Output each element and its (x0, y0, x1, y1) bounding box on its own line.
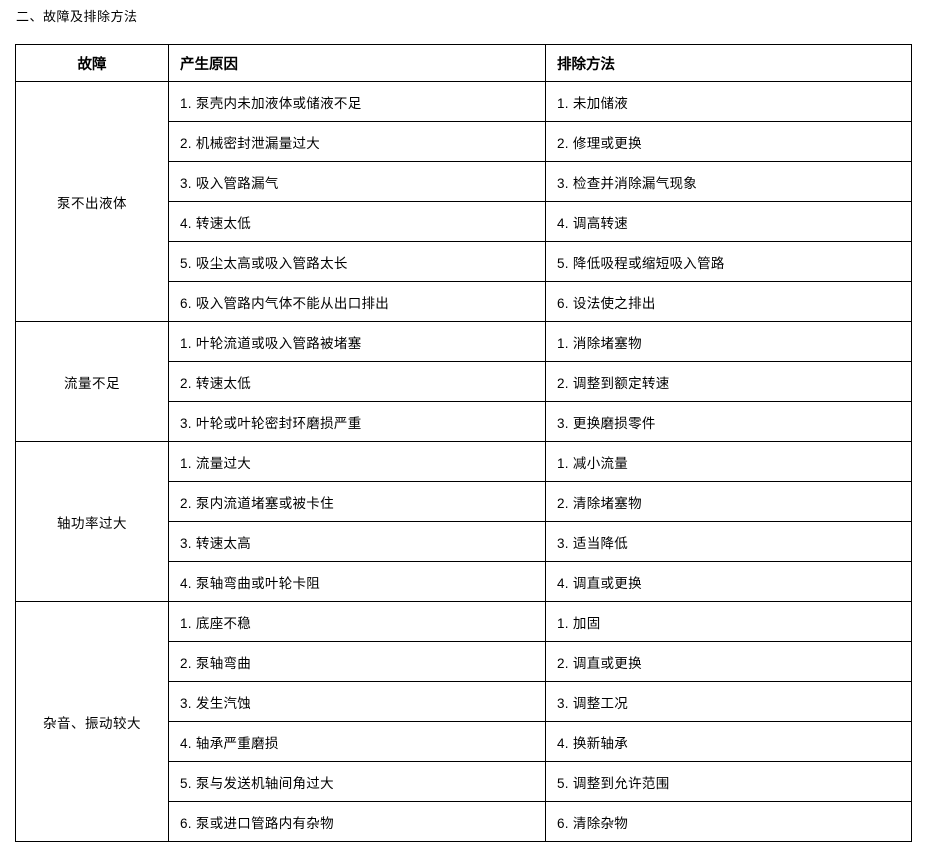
table-row: 3. 吸入管路漏气 3. 检查并消除漏气现象 (16, 161, 912, 202)
table-row: 轴功率过大 1. 流量过大 1. 减小流量 (15, 441, 912, 602)
remedy-cell: 4. 调直或更换 (545, 561, 912, 602)
table-row: 3. 发生汽蚀 3. 调整工况 (16, 681, 912, 722)
remedy-cell: 2. 修理或更换 (545, 121, 912, 162)
table-row: 3. 转速太高 3. 适当降低 (16, 521, 912, 562)
table-header-row: 故障 产生原因 排除方法 (15, 44, 912, 82)
table-body: 泵不出液体 1. 泵壳内未加液体或储液不足 1. 未加储液 2. 机械密封泄漏量过大 2… (15, 81, 912, 842)
remedy-cell: 6. 设法使之排出 (545, 281, 912, 322)
cause-cell: 2. 机械密封泄漏量过大 (168, 121, 546, 162)
cause-cell: 3. 叶轮或叶轮密封环磨损严重 (168, 401, 546, 442)
cause-cell: 4. 转速太低 (168, 201, 546, 242)
remedy-cell: 3. 适当降低 (545, 521, 912, 562)
column-header-remedy: 排除方法 (545, 44, 912, 82)
fault-category-cell: 流量不足 (15, 321, 169, 442)
cause-cell: 2. 转速太低 (168, 361, 546, 402)
cause-cell: 1. 底座不稳 (168, 601, 546, 642)
table-row: 流量不足 1. 叶轮流道或吸入管路被堵塞 1. 消除堵塞物 (15, 321, 912, 442)
remedy-cell: 5. 调整到允许范围 (545, 761, 912, 802)
table-row: 杂音、振动较大 1. 底座不稳 1. 加固 (15, 601, 912, 842)
column-header-fault: 故障 (15, 44, 169, 82)
fault-troubleshooting-table: 故障 产生原因 排除方法 泵不出液体 1. 泵壳内未加液体或储液不足 1. 未加储液… (15, 44, 912, 842)
remedy-cell: 4. 调高转速 (545, 201, 912, 242)
remedy-cell: 2. 清除堵塞物 (545, 481, 912, 522)
table-row: 5. 吸尘太高或吸入管路太长 5. 降低吸程或缩短吸入管路 (16, 241, 912, 282)
table-row: 4. 泵轴弯曲或叶轮卡阻 4. 调直或更换 (16, 561, 912, 602)
cause-cell: 1. 叶轮流道或吸入管路被堵塞 (168, 321, 546, 362)
remedy-cell: 4. 换新轴承 (545, 721, 912, 762)
table-row: 2. 泵内流道堵塞或被卡住 2. 清除堵塞物 (16, 481, 912, 522)
cause-cell: 3. 转速太高 (168, 521, 546, 562)
cause-cell: 2. 泵内流道堵塞或被卡住 (168, 481, 546, 522)
remedy-cell: 1. 未加储液 (545, 81, 912, 122)
cause-cell: 5. 泵与发送机轴间角过大 (168, 761, 546, 802)
cause-cell: 1. 泵壳内未加液体或储液不足 (168, 81, 546, 122)
cause-cell: 6. 泵或进口管路内有杂物 (168, 801, 546, 842)
table-row: 2. 泵轴弯曲 2. 调直或更换 (16, 641, 912, 682)
table-row: 3. 叶轮或叶轮密封环磨损严重 3. 更换磨损零件 (16, 401, 912, 442)
cause-cell: 2. 泵轴弯曲 (168, 641, 546, 682)
remedy-cell: 2. 调整到额定转速 (545, 361, 912, 402)
table-row: 4. 轴承严重磨损 4. 换新轴承 (16, 721, 912, 762)
table-row: 2. 转速太低 2. 调整到额定转速 (16, 361, 912, 402)
cause-cell: 1. 流量过大 (168, 441, 546, 482)
remedy-cell: 3. 更换磨损零件 (545, 401, 912, 442)
table-header: 故障 产生原因 排除方法 (15, 44, 912, 82)
column-header-cause: 产生原因 (168, 44, 546, 82)
remedy-cell: 1. 加固 (545, 601, 912, 642)
cause-cell: 6. 吸入管路内气体不能从出口排出 (168, 281, 546, 322)
remedy-cell: 1. 消除堵塞物 (545, 321, 912, 362)
table-row: 4. 转速太低 4. 调高转速 (16, 201, 912, 242)
table-row: 泵不出液体 1. 泵壳内未加液体或储液不足 1. 未加储液 (15, 81, 912, 322)
remedy-cell: 5. 降低吸程或缩短吸入管路 (545, 241, 912, 282)
remedy-cell: 2. 调直或更换 (545, 641, 912, 682)
remedy-cell: 3. 检查并消除漏气现象 (545, 161, 912, 202)
fault-category-cell: 杂音、振动较大 (15, 601, 169, 842)
cause-cell: 4. 泵轴弯曲或叶轮卡阻 (168, 561, 546, 602)
cause-cell: 3. 吸入管路漏气 (168, 161, 546, 202)
table-row: 2. 机械密封泄漏量过大 2. 修理或更换 (16, 121, 912, 162)
table-row: 6. 吸入管路内气体不能从出口排出 6. 设法使之排出 (16, 281, 912, 322)
table-row: 5. 泵与发送机轴间角过大 5. 调整到允许范围 (16, 761, 912, 802)
remedy-cell: 6. 清除杂物 (545, 801, 912, 842)
cause-cell: 3. 发生汽蚀 (168, 681, 546, 722)
cause-cell: 4. 轴承严重磨损 (168, 721, 546, 762)
remedy-cell: 1. 减小流量 (545, 441, 912, 482)
page-title: 二、故障及排除方法 (16, 9, 138, 24)
remedy-cell: 3. 调整工况 (545, 681, 912, 722)
fault-category-cell: 泵不出液体 (15, 81, 169, 322)
cause-cell: 5. 吸尘太高或吸入管路太长 (168, 241, 546, 282)
fault-category-cell: 轴功率过大 (15, 441, 169, 602)
